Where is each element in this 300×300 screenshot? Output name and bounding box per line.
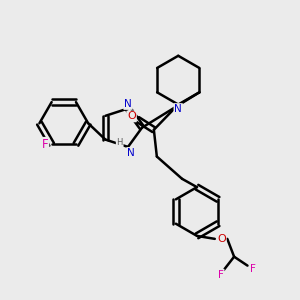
Text: N: N <box>124 99 132 109</box>
Text: F: F <box>218 269 224 280</box>
Text: F: F <box>250 264 256 274</box>
Text: O: O <box>127 111 136 122</box>
Text: N: N <box>174 104 182 114</box>
Text: N: N <box>127 148 135 158</box>
Text: F: F <box>42 138 48 151</box>
Text: O: O <box>217 234 226 244</box>
Text: H: H <box>116 138 123 147</box>
